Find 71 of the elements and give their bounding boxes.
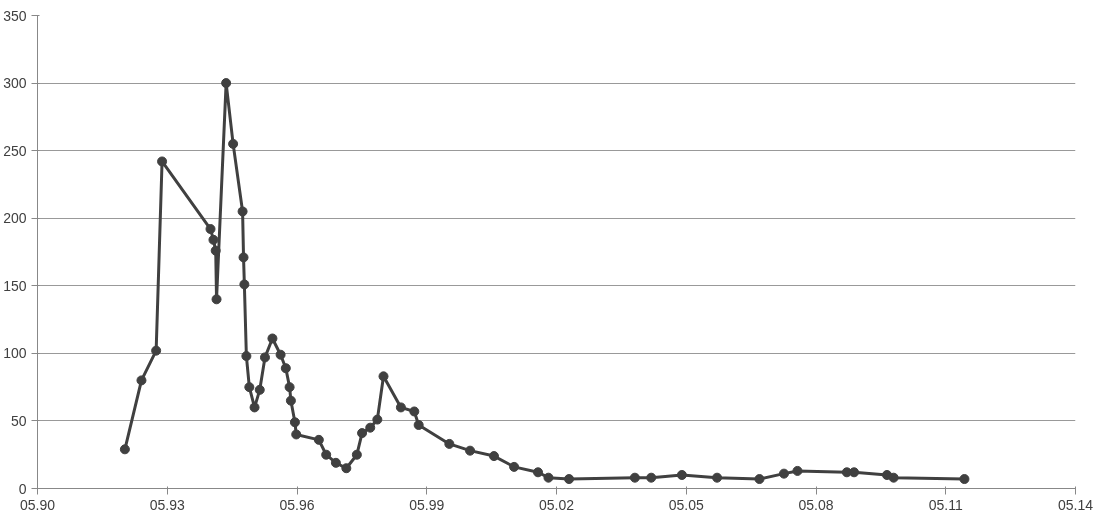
point [888,472,899,483]
point [136,375,147,386]
point [275,349,286,360]
point [357,428,368,439]
point [208,234,219,245]
point [509,461,520,472]
point [564,474,575,485]
point [330,457,341,468]
point [211,294,222,305]
point [341,463,352,474]
point [488,451,499,462]
point [378,371,389,382]
point [237,206,248,217]
point [313,434,324,445]
point [849,467,860,478]
y-tick-label: 0 [18,480,27,497]
point [289,417,300,428]
x-tick-label: 05.96 [279,496,315,512]
x-tick-label: 05.99 [409,496,445,512]
point [238,252,249,263]
y-tick-label: 200 [3,210,27,227]
point [241,351,252,362]
point [244,382,255,393]
point [372,414,383,425]
point [157,156,168,167]
point [221,78,232,89]
point [254,384,265,395]
y-tick-label: 350 [3,7,27,24]
point [413,419,424,430]
point [395,402,406,413]
point [365,422,376,433]
point [543,472,554,483]
point [239,279,250,290]
point [444,438,455,449]
x-tick-label: 05.90 [19,496,56,512]
point [959,474,970,485]
point [792,465,803,476]
point [267,333,278,344]
x-tick-label: 05.02 [538,496,575,512]
point [351,449,362,460]
point [291,429,302,440]
point [249,402,260,413]
point [285,395,296,406]
point [646,472,657,483]
x-tick-label: 05.14 [1057,496,1094,512]
x-tick-label: 05.05 [668,496,705,512]
point [228,138,239,149]
point [465,445,476,456]
x-tick-label: 05.08 [798,496,834,512]
point [629,472,640,483]
y-tick-label: 250 [3,142,27,159]
point [119,444,130,455]
point [676,469,687,480]
point [754,474,765,485]
y-tick-label: 100 [3,345,27,362]
point [533,467,544,478]
x-tick-label: 05.93 [149,496,186,512]
y-tick-label: 150 [3,277,27,294]
point [210,245,221,256]
x-tick-label: 05.11 [928,496,963,512]
point [712,472,723,483]
point [284,382,295,393]
point [280,363,291,374]
point [321,449,332,460]
point [259,352,270,363]
point [409,406,420,417]
y-tick-label: 50 [10,412,27,429]
point [205,224,216,235]
y-tick-label: 300 [3,75,27,92]
point [151,345,162,356]
point [778,468,789,479]
